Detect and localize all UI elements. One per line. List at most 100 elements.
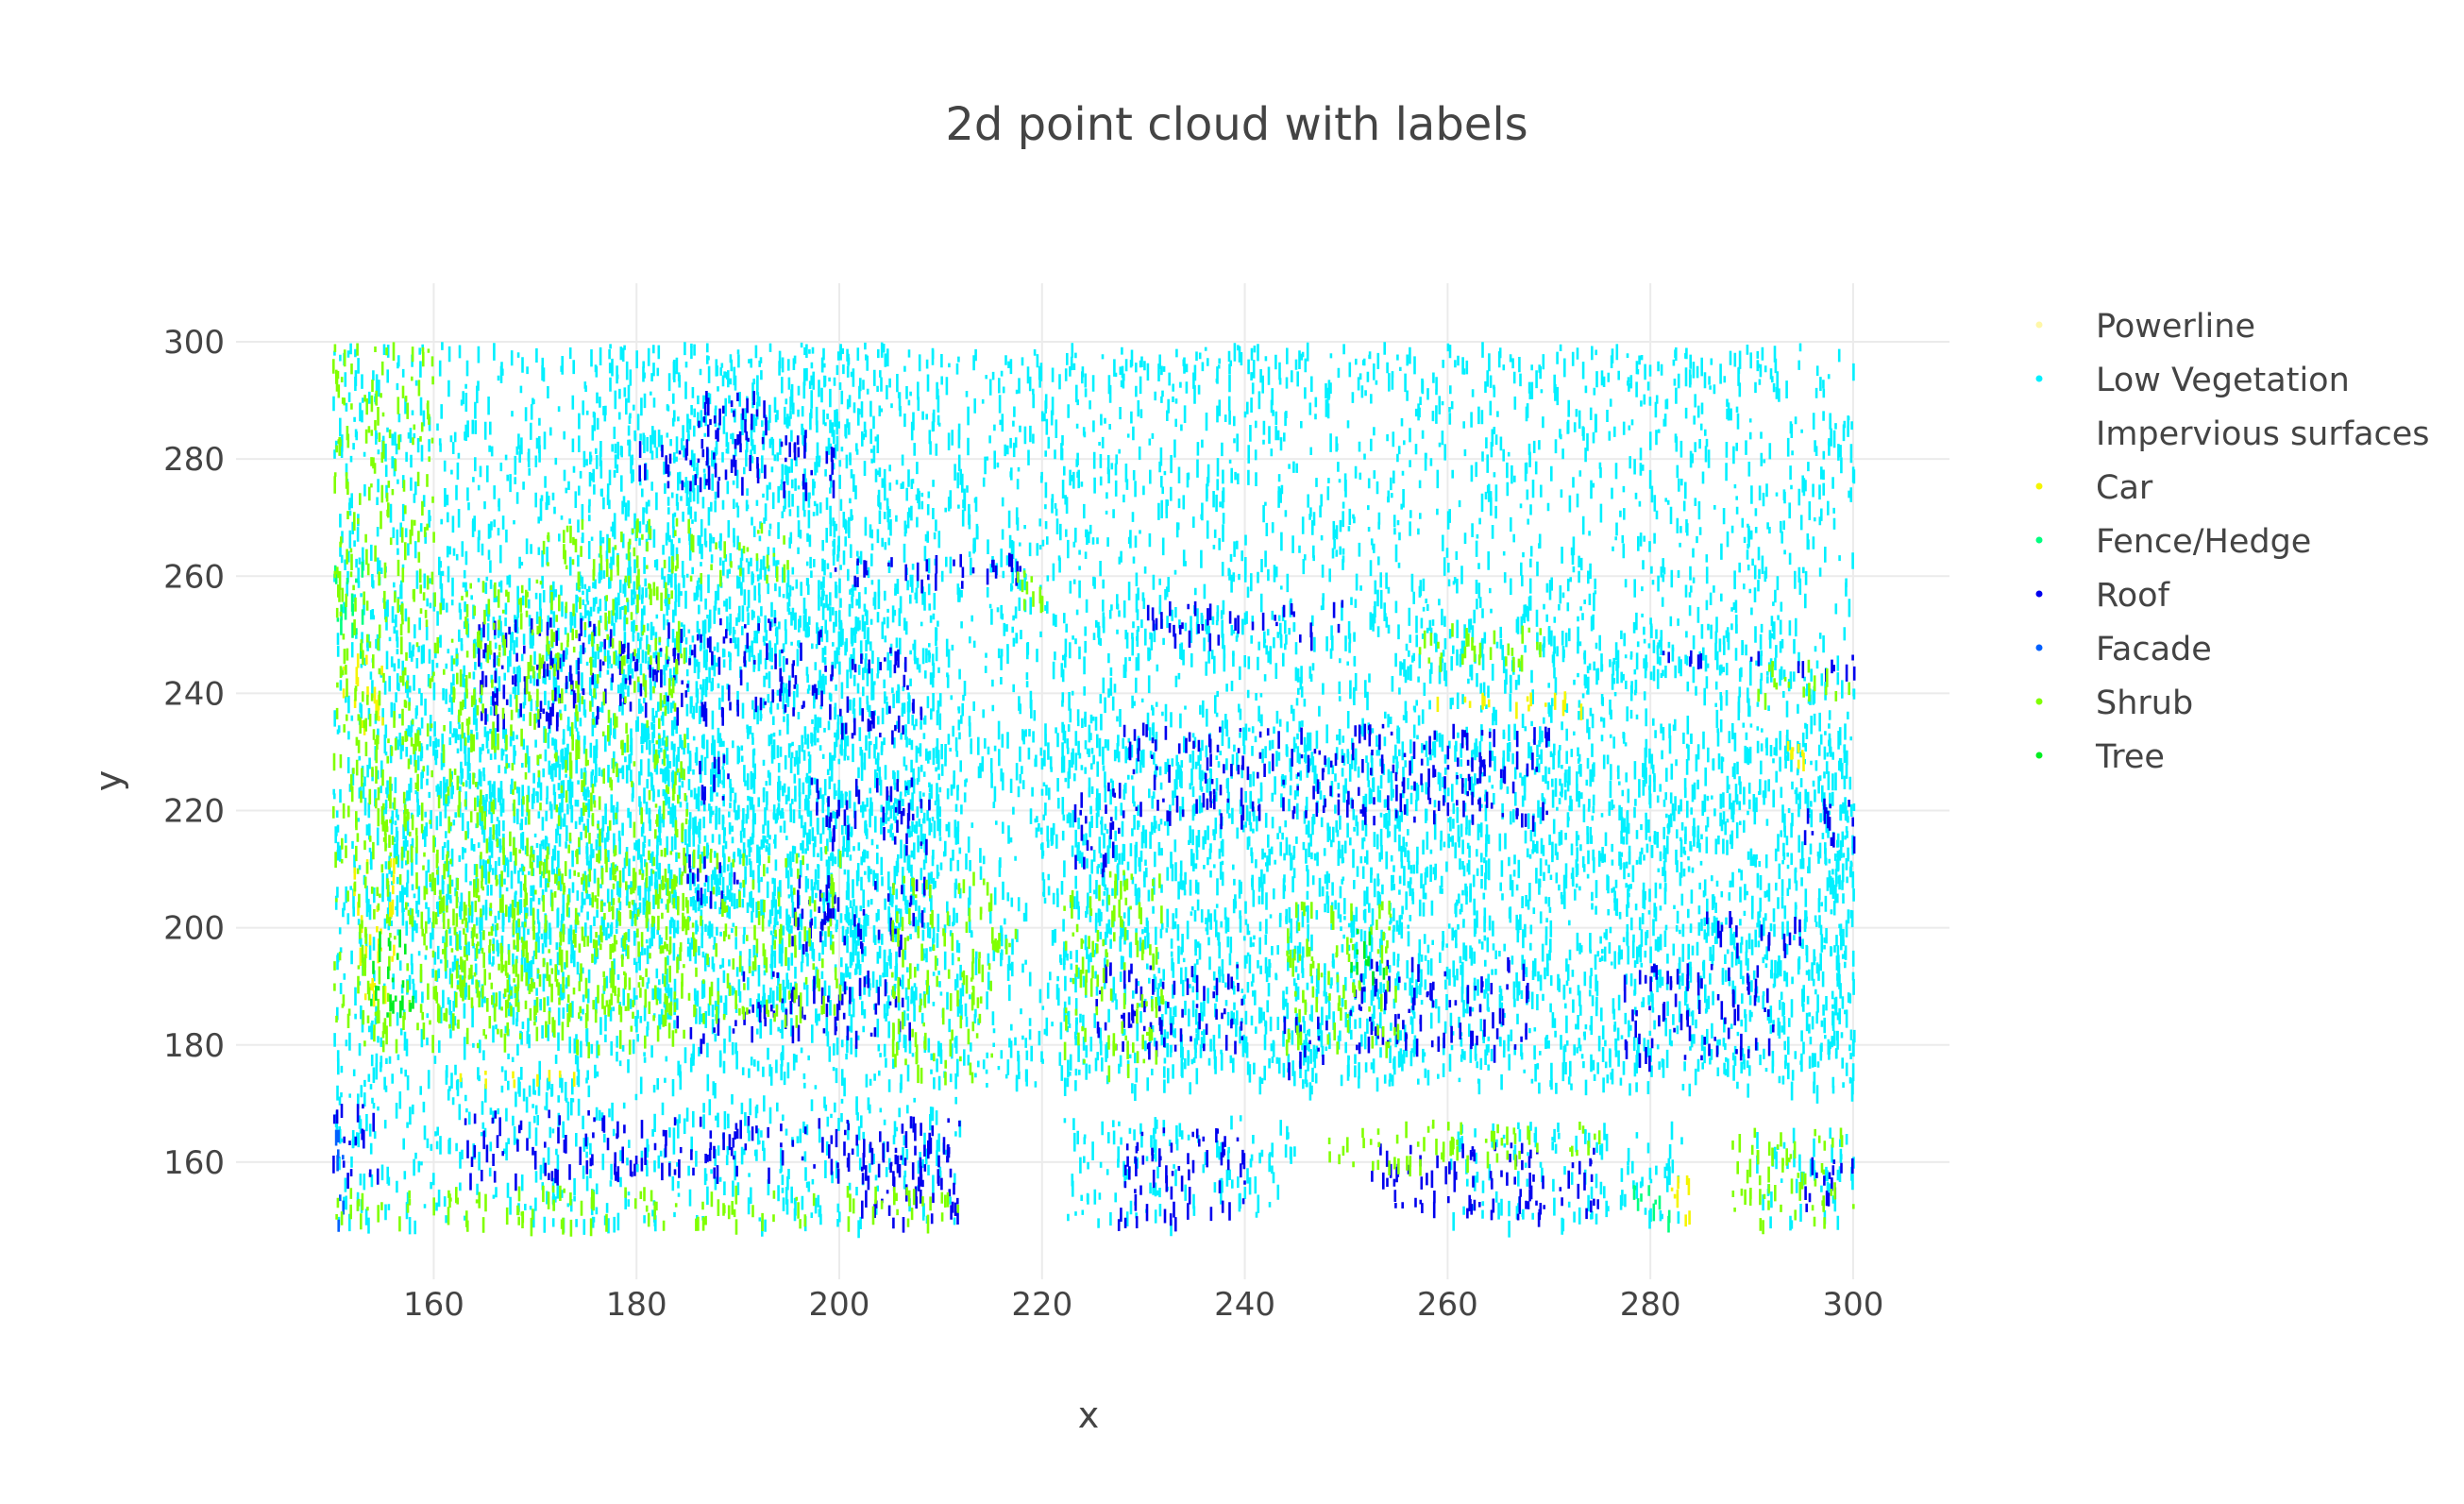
point-cluster xyxy=(1418,623,1543,672)
legend-label: Tree xyxy=(2095,738,2165,776)
point-cluster xyxy=(332,342,1856,1104)
point-cluster xyxy=(1016,570,1044,614)
point-cluster xyxy=(1349,956,1529,1063)
point-cluster xyxy=(1449,1121,1683,1238)
point-cluster xyxy=(1803,798,1856,854)
legend-item[interactable]: Fence/Hedge xyxy=(2035,523,2312,561)
point-cluster xyxy=(699,754,730,805)
point-cluster xyxy=(891,871,994,1086)
legend-label: Facade xyxy=(2096,631,2212,668)
y-tick-label: 200 xyxy=(163,910,225,948)
x-tick-label: 200 xyxy=(809,1286,870,1324)
point-cluster xyxy=(332,576,689,1058)
x-tick-label: 260 xyxy=(1417,1286,1478,1324)
x-tick-label: 160 xyxy=(403,1286,464,1324)
x-axis-ticks: 160 180 200 220 240 260 280 300 xyxy=(403,1286,1883,1324)
legend-label: Impervious surfaces xyxy=(2096,415,2430,453)
point-cluster xyxy=(332,342,435,590)
point-cluster xyxy=(1757,659,1850,710)
x-tick-label: 300 xyxy=(1823,1286,1884,1324)
point-cluster xyxy=(1092,600,1296,671)
series-tree xyxy=(370,929,1386,1019)
x-tick-label: 240 xyxy=(1214,1286,1275,1324)
y-axis-title: y xyxy=(88,770,129,792)
series-fence-hedge xyxy=(333,561,1671,1233)
point-cluster xyxy=(383,576,942,946)
point-cluster xyxy=(335,1185,960,1237)
point-cluster xyxy=(742,971,911,1049)
point-cluster xyxy=(1786,741,1805,771)
legend-marker xyxy=(2035,698,2043,705)
legend-label: Shrub xyxy=(2096,684,2193,722)
point-cluster xyxy=(1813,802,1856,1102)
point-cluster xyxy=(370,929,414,1019)
series-car xyxy=(342,653,1805,1227)
legend-item[interactable]: Tree xyxy=(2035,738,2165,776)
point-cluster xyxy=(1283,1016,1328,1081)
point-cluster xyxy=(1371,1141,1599,1227)
point-cluster xyxy=(434,846,842,1029)
y-tick-label: 160 xyxy=(163,1144,225,1182)
x-tick-label: 280 xyxy=(1620,1286,1681,1324)
y-tick-label: 300 xyxy=(163,324,225,362)
point-cluster xyxy=(834,552,1021,594)
legend-label: Fence/Hedge xyxy=(2096,523,2311,561)
legend-item[interactable]: Car xyxy=(2035,469,2153,507)
point-cluster xyxy=(1670,1175,1691,1227)
legend-marker xyxy=(2035,536,2043,544)
legend-item[interactable]: Shrub xyxy=(2035,684,2194,722)
point-cluster xyxy=(698,391,768,496)
legend-marker xyxy=(2035,590,2043,598)
point-cluster xyxy=(334,1129,345,1232)
point-cluster xyxy=(1122,722,1550,832)
point-cluster xyxy=(333,561,364,659)
point-cluster xyxy=(1804,1157,1854,1212)
point-cluster xyxy=(1146,600,1344,651)
x-axis-title: x xyxy=(1078,1394,1100,1436)
point-cluster xyxy=(601,1115,940,1185)
point-cluster xyxy=(353,857,396,1007)
legend-item[interactable]: Low Vegetation xyxy=(2035,362,2350,399)
point-cluster xyxy=(839,647,923,745)
point-cluster xyxy=(1095,962,1244,1060)
y-tick-label: 280 xyxy=(163,441,225,479)
legend-item[interactable]: Powerline xyxy=(2035,308,2255,346)
legend-marker xyxy=(2035,482,2043,490)
y-tick-label: 180 xyxy=(163,1027,225,1065)
legend-marker xyxy=(2035,752,2043,759)
grid-lines xyxy=(236,283,1949,1279)
point-cluster xyxy=(334,1076,588,1235)
point-cluster xyxy=(638,430,835,501)
legend[interactable]: Powerline Low Vegetation Impervious surfac… xyxy=(2035,308,2430,776)
legend-label: Low Vegetation xyxy=(2096,362,2350,399)
point-cluster xyxy=(582,1093,962,1239)
legend-label: Car xyxy=(2096,469,2153,507)
legend-item[interactable]: Facade xyxy=(2035,631,2212,668)
legend-label: Roof xyxy=(2096,577,2170,615)
point-cluster xyxy=(991,928,1018,955)
point-cluster xyxy=(1063,870,1165,1083)
point-cluster xyxy=(478,617,834,733)
legend-marker xyxy=(2035,644,2043,651)
point-cluster xyxy=(1397,623,1784,689)
legend-item[interactable]: Impervious surfaces xyxy=(2035,415,2430,453)
y-tick-label: 220 xyxy=(163,793,225,831)
series-shrub xyxy=(332,342,1855,1237)
point-cluster xyxy=(585,342,892,676)
point-cluster xyxy=(1117,1127,1246,1232)
legend-marker xyxy=(2035,321,2043,329)
y-axis-ticks: 160 180 200 220 240 260 280 300 xyxy=(163,324,225,1182)
legend-item[interactable]: Roof xyxy=(2035,577,2170,615)
point-cluster xyxy=(1073,782,1125,878)
point-cloud-plot-area[interactable] xyxy=(332,342,1856,1239)
legend-marker xyxy=(2035,429,2043,436)
y-tick-label: 240 xyxy=(163,675,225,713)
chart-title: 2d point cloud with labels xyxy=(945,98,1527,151)
x-tick-label: 180 xyxy=(606,1286,667,1324)
point-cluster xyxy=(1731,1127,1855,1235)
point-cluster xyxy=(1163,722,1856,1085)
point-cluster xyxy=(1706,911,1801,959)
y-tick-label: 260 xyxy=(163,558,225,596)
point-cluster xyxy=(1350,929,1386,986)
